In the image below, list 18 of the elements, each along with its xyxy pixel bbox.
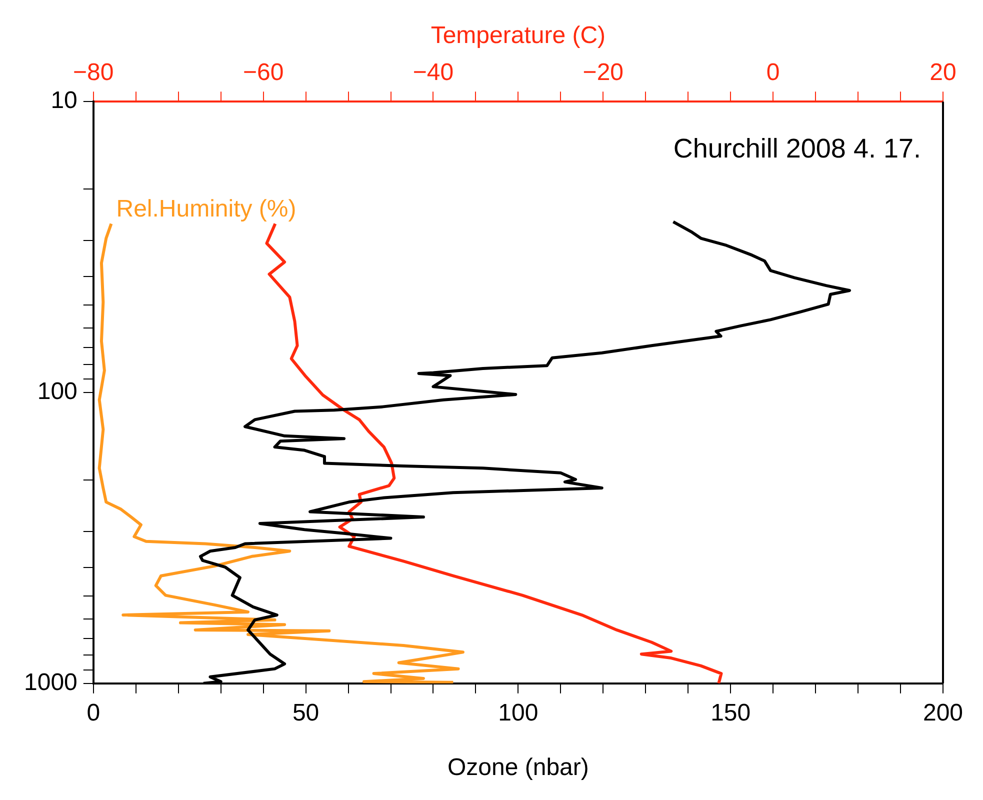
- x2-tick-label: −80: [73, 58, 114, 86]
- x2-axis-title: Temperature (C): [430, 22, 606, 50]
- x2-tick-label: −40: [412, 58, 454, 86]
- x2-tick-label: 0: [766, 58, 780, 86]
- y-tick-label: 1000: [24, 669, 78, 696]
- x-tick-label: 50: [292, 699, 320, 726]
- x2-tick-label: −20: [582, 58, 624, 86]
- x-tick-label: 100: [498, 699, 538, 726]
- y-tick-label: 100: [37, 378, 78, 406]
- x-tick-label: 200: [922, 699, 964, 726]
- series-label: Rel.Huminity (%): [116, 195, 296, 222]
- x-axis-title: Ozone (nbar): [447, 754, 589, 782]
- annotation: Churchill 2008 4. 17.: [673, 134, 921, 164]
- y-tick-label: 10: [50, 87, 78, 114]
- x2-tick-label: −60: [242, 58, 284, 86]
- x-tick-label: 0: [86, 699, 100, 726]
- x-tick-label: 150: [710, 699, 751, 726]
- x2-tick-label: 20: [930, 58, 956, 86]
